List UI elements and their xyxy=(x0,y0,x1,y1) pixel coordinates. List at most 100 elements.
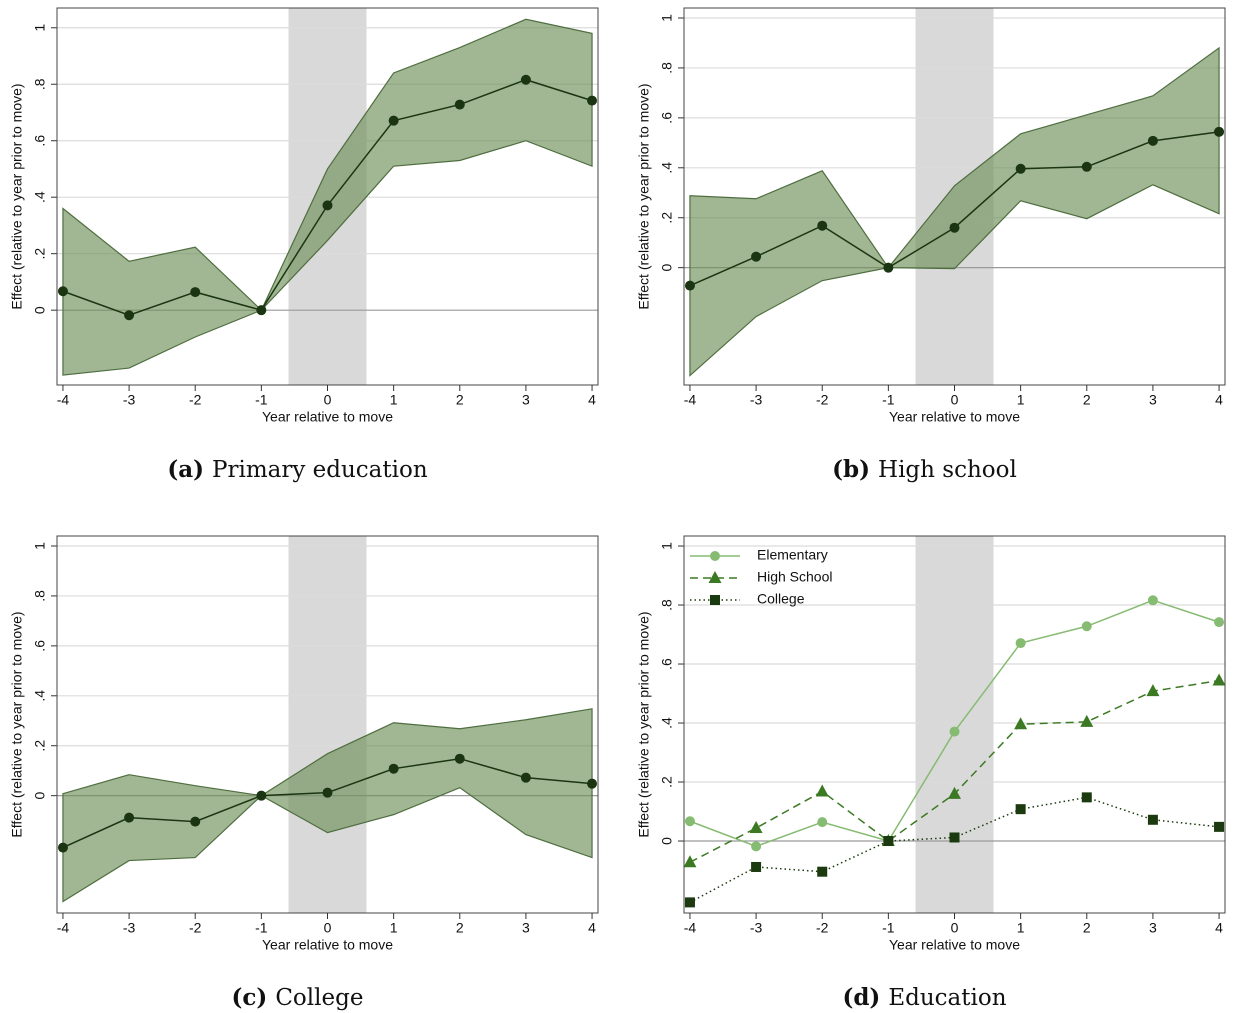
caption-label: (d) xyxy=(842,984,880,1011)
y-tick-label: .8 xyxy=(659,599,675,611)
marker xyxy=(1015,638,1026,649)
x-tick-label: -3 xyxy=(123,920,136,936)
marker xyxy=(949,222,960,233)
x-tick-label: 3 xyxy=(1149,920,1157,936)
marker xyxy=(684,897,695,908)
y-tick-label: .8 xyxy=(32,590,48,602)
y-tick-label: .4 xyxy=(32,690,48,702)
marker xyxy=(817,220,828,231)
x-tick-label: 1 xyxy=(390,920,398,936)
x-tick-label: 4 xyxy=(588,920,596,936)
marker xyxy=(587,778,598,789)
marker xyxy=(1081,621,1092,632)
marker xyxy=(949,832,960,843)
y-tick-label: 0 xyxy=(659,837,675,845)
marker xyxy=(815,784,829,797)
marker xyxy=(751,841,762,852)
x-tick-label: 2 xyxy=(456,392,464,408)
caption-label: (b) xyxy=(832,456,870,483)
y-tick-label: .6 xyxy=(659,658,675,670)
marker xyxy=(1081,792,1092,803)
shaded-region xyxy=(288,536,367,913)
y-tick-label: .6 xyxy=(659,112,675,124)
x-tick-label: 1 xyxy=(1017,392,1025,408)
y-tick-label: .4 xyxy=(659,717,675,729)
marker xyxy=(883,836,894,847)
y-tick-label: .8 xyxy=(659,62,675,74)
shaded-region xyxy=(915,536,994,913)
y-tick-label: 1 xyxy=(659,14,675,22)
x-tick-label: -4 xyxy=(57,920,70,936)
x-tick-label: 0 xyxy=(324,920,332,936)
marker xyxy=(817,866,828,877)
caption: (d) Education xyxy=(842,984,1006,1011)
marker xyxy=(684,280,695,291)
marker xyxy=(1147,135,1158,146)
marker xyxy=(256,305,267,316)
marker xyxy=(683,855,697,868)
marker xyxy=(1080,714,1094,727)
x-tick-label: 2 xyxy=(456,920,464,936)
marker xyxy=(949,726,960,737)
y-tick-label: .8 xyxy=(32,78,48,90)
marker xyxy=(1214,617,1225,628)
marker xyxy=(57,842,68,853)
x-tick-label: 0 xyxy=(951,392,959,408)
caption-text: Primary education xyxy=(212,457,428,483)
y-axis-label: Effect (relative to year prior to move) xyxy=(636,83,652,309)
x-axis-label: Year relative to move xyxy=(889,409,1020,425)
marker xyxy=(124,812,135,823)
marker xyxy=(948,786,961,799)
marker xyxy=(710,551,720,561)
legend-label: Elementary xyxy=(757,547,828,563)
marker xyxy=(1214,821,1225,832)
x-tick-label: -1 xyxy=(882,392,895,408)
x-tick-label: 4 xyxy=(1215,920,1223,936)
legend-label: College xyxy=(757,591,805,607)
marker xyxy=(883,262,894,273)
x-tick-label: 4 xyxy=(588,392,596,408)
marker xyxy=(256,790,267,801)
marker xyxy=(710,595,720,605)
y-tick-label: .6 xyxy=(32,135,48,147)
x-tick-label: -1 xyxy=(255,920,268,936)
x-tick-label: -4 xyxy=(684,920,697,936)
x-tick-label: -2 xyxy=(189,392,202,408)
caption-label: (c) xyxy=(232,984,268,1011)
marker xyxy=(454,99,465,110)
x-tick-label: -3 xyxy=(123,392,136,408)
x-tick-label: -2 xyxy=(189,920,202,936)
marker xyxy=(1014,717,1028,730)
y-tick-label: 0 xyxy=(659,264,675,272)
marker xyxy=(388,115,399,126)
y-tick-label: .6 xyxy=(32,640,48,652)
y-tick-label: 1 xyxy=(659,542,675,550)
marker xyxy=(190,816,201,827)
y-tick-label: 0 xyxy=(32,792,48,800)
marker xyxy=(1212,673,1226,686)
x-tick-label: -1 xyxy=(255,392,268,408)
x-tick-label: -4 xyxy=(57,392,70,408)
caption: (b) High school xyxy=(832,456,1017,483)
x-tick-label: 3 xyxy=(522,920,530,936)
x-tick-label: -4 xyxy=(684,392,697,408)
y-tick-label: 1 xyxy=(32,542,48,550)
y-tick-label: 1 xyxy=(32,24,48,32)
marker xyxy=(124,310,135,321)
marker xyxy=(587,95,598,106)
marker xyxy=(1146,684,1160,697)
marker xyxy=(388,763,399,774)
y-tick-label: .2 xyxy=(32,740,48,752)
y-tick-label: 0 xyxy=(32,306,48,314)
caption: (c) College xyxy=(232,984,364,1011)
marker xyxy=(1081,161,1092,172)
legend-label: High School xyxy=(757,569,833,585)
marker xyxy=(1147,814,1158,825)
x-tick-label: 3 xyxy=(522,392,530,408)
marker xyxy=(520,772,531,783)
caption-text: Education xyxy=(888,985,1006,1011)
x-tick-label: 1 xyxy=(1017,920,1025,936)
marker xyxy=(1015,804,1026,815)
y-tick-label: .2 xyxy=(659,776,675,788)
marker xyxy=(1015,163,1026,174)
